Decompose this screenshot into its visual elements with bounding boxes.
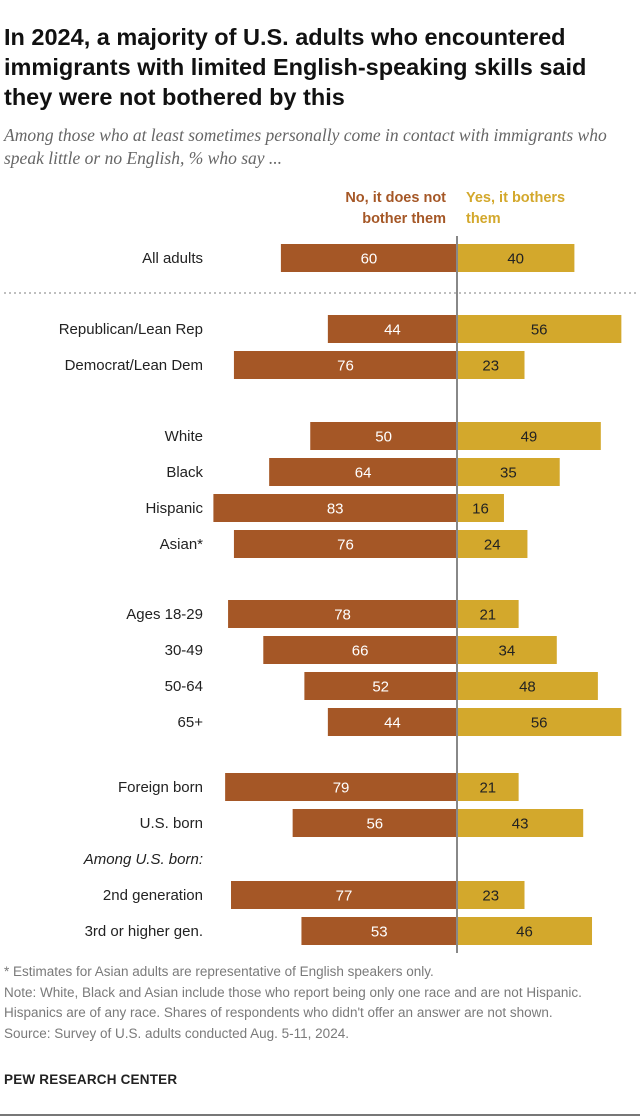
row-label: 65+ <box>178 714 204 731</box>
bottom-rule <box>0 1114 640 1116</box>
row-label: 3rd or higher gen. <box>85 923 203 940</box>
value-label-yes: 43 <box>512 816 529 833</box>
value-label-yes: 21 <box>479 780 496 797</box>
bar-no <box>304 672 457 700</box>
bar-yes <box>457 636 557 664</box>
row-label: Asian* <box>160 536 204 553</box>
value-label-no: 44 <box>384 715 401 732</box>
row-label: White <box>165 428 203 445</box>
row-label: Foreign born <box>118 779 203 796</box>
bar-yes <box>457 708 622 736</box>
value-label-no: 56 <box>366 816 383 833</box>
value-label-yes: 23 <box>482 358 499 375</box>
chart-subtitle: Among those who at least sometimes perso… <box>4 125 607 168</box>
bar-no <box>213 494 457 522</box>
value-label-yes: 35 <box>500 465 517 482</box>
bar-no <box>231 881 457 909</box>
value-label-no: 60 <box>361 251 378 268</box>
row-label: Black <box>166 464 203 481</box>
row-label: Republican/Lean Rep <box>59 321 203 338</box>
row-label: Ages 18-29 <box>126 606 203 623</box>
value-label-yes: 23 <box>482 888 499 905</box>
footnotes: * Estimates for Asian adults are represe… <box>4 962 636 1044</box>
value-label-no: 77 <box>336 888 353 905</box>
value-label-no: 66 <box>352 643 369 660</box>
bar-no <box>327 708 457 736</box>
bar-yes <box>457 315 622 343</box>
row-label: All adults <box>142 250 203 267</box>
value-label-yes: 16 <box>472 501 489 518</box>
bar-yes <box>457 773 519 801</box>
bar-yes <box>457 494 504 522</box>
value-label-no: 76 <box>337 358 354 375</box>
value-label-yes: 34 <box>499 643 516 660</box>
value-label-yes: 56 <box>531 715 548 732</box>
value-label-no: 53 <box>371 924 388 941</box>
bar-yes <box>457 809 584 837</box>
row-label: U.S. born <box>140 815 203 832</box>
value-label-yes: 48 <box>519 679 536 696</box>
value-label-no: 83 <box>327 501 344 518</box>
value-label-yes: 21 <box>479 607 496 624</box>
footnote-asterisk: * Estimates for Asian adults are represe… <box>4 964 434 979</box>
value-label-yes: 49 <box>521 429 538 446</box>
bar-yes <box>457 530 528 558</box>
value-label-yes: 56 <box>531 322 548 339</box>
legend-no-line2: bother them <box>362 211 446 227</box>
value-label-no: 79 <box>333 780 350 797</box>
value-label-yes: 46 <box>516 924 533 941</box>
value-label-no: 50 <box>375 429 392 446</box>
value-label-yes: 40 <box>507 251 524 268</box>
bar-yes <box>457 244 575 272</box>
bar-yes <box>457 672 598 700</box>
diverging-bar-chart: All adults 60 40 Republican/Lean Rep 44 56 Dem… <box>4 236 636 953</box>
bar-yes <box>457 917 593 945</box>
bar-yes <box>457 881 525 909</box>
bar-no <box>269 458 457 486</box>
bar-yes <box>457 351 525 379</box>
bar-no <box>233 351 457 379</box>
bar-yes <box>457 458 560 486</box>
chart-title: In 2024, a majority of U.S. adults who e… <box>4 24 587 110</box>
legend-yes: Yes, it bothers them <box>466 188 565 230</box>
legend-yes-line1: Yes, it bothers <box>466 190 566 206</box>
value-label-no: 76 <box>337 537 354 554</box>
value-label-yes: 24 <box>484 537 501 554</box>
bar-no <box>280 244 457 272</box>
bar-no <box>228 600 457 628</box>
value-label-no: 64 <box>355 465 372 482</box>
row-label: Democrat/Lean Dem <box>65 357 203 374</box>
bar-yes <box>457 422 601 450</box>
legend-no-line1: No, it does not <box>345 190 446 206</box>
group-subheading: Among U.S. born: <box>83 851 203 868</box>
value-label-no: 44 <box>384 322 401 339</box>
footnote-note: Note: White, Black and Asian include tho… <box>4 984 582 1021</box>
bar-yes <box>457 600 519 628</box>
bar-no <box>301 917 457 945</box>
bar-no <box>292 809 457 837</box>
bar-no <box>225 773 457 801</box>
legend-no: No, it does not bother them <box>345 188 446 230</box>
bar-no <box>327 315 457 343</box>
value-label-no: 78 <box>334 607 351 624</box>
footnote-source: Source: Survey of U.S. adults conducted … <box>4 1025 349 1041</box>
row-label: Hispanic <box>145 500 203 517</box>
bar-no <box>233 530 457 558</box>
brand-logo-text: PEW RESEARCH CENTER <box>4 1072 178 1087</box>
bar-no <box>310 422 457 450</box>
value-label-no: 52 <box>372 679 389 696</box>
bar-no <box>263 636 457 664</box>
row-label: 30-49 <box>165 642 203 659</box>
row-label: 2nd generation <box>103 887 203 904</box>
row-label: 50-64 <box>165 678 203 695</box>
legend-yes-line2: them <box>466 211 501 227</box>
